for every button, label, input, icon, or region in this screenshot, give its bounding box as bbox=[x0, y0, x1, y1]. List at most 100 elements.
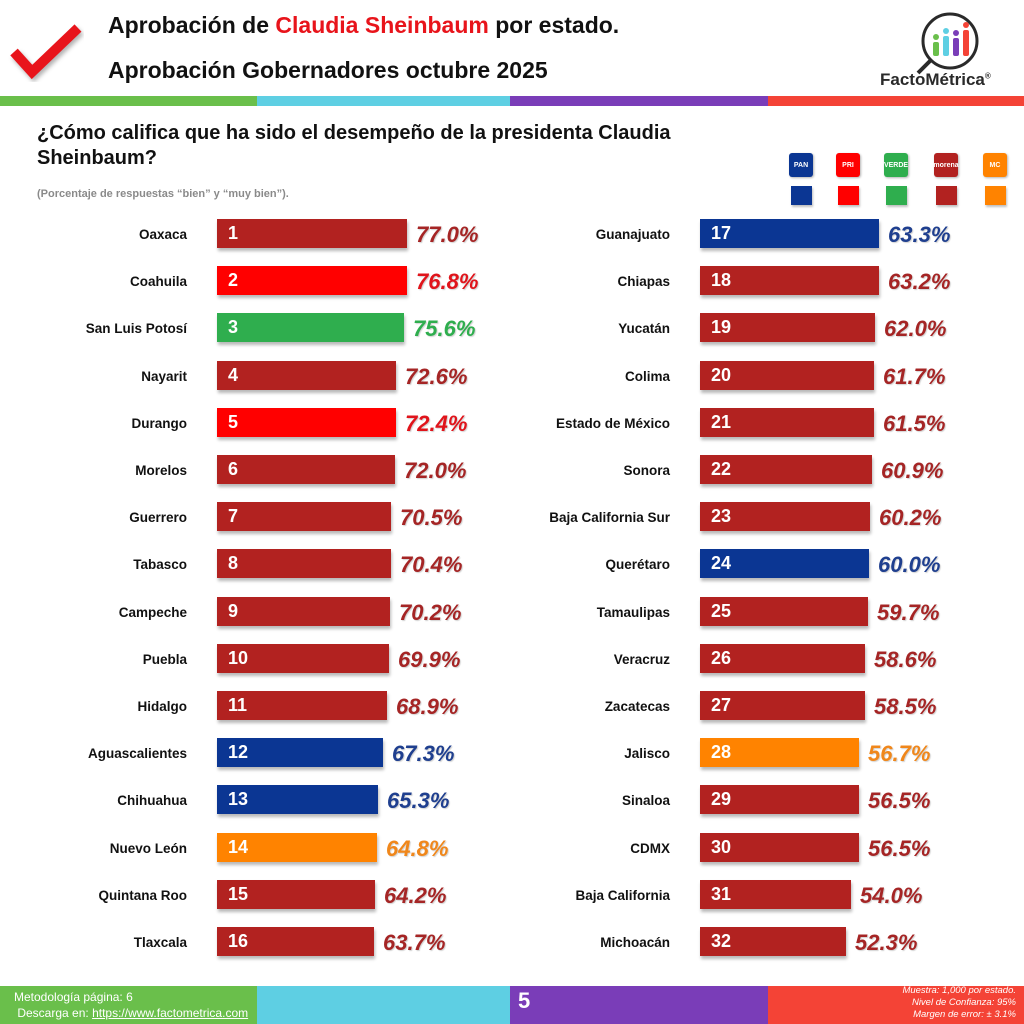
bar: 8 bbox=[217, 549, 391, 578]
rank-label: 32 bbox=[711, 931, 732, 951]
bar-row: Coahuila 2 76.8% bbox=[0, 266, 1024, 297]
value-label: 75.6% bbox=[413, 316, 476, 341]
bar-row: Baja California 31 54.0% bbox=[0, 880, 1024, 911]
bar-row: Nuevo León 14 64.8% bbox=[0, 833, 1024, 864]
download-prefix: Descarga en: bbox=[17, 1006, 93, 1020]
header-stripe-segment-2 bbox=[257, 96, 510, 106]
value-label: 76.8% bbox=[416, 269, 479, 294]
state-label: Chihuahua bbox=[117, 793, 187, 808]
value-label: 70.4% bbox=[400, 552, 463, 577]
registered-mark: ® bbox=[984, 71, 991, 81]
title-suffix: por estado. bbox=[488, 12, 620, 38]
bar: 11 bbox=[217, 691, 387, 720]
bar-row: Guerrero 7 70.5% bbox=[0, 502, 1024, 533]
bar-row: San Luis Potosí 3 75.6% bbox=[0, 313, 1024, 344]
state-label: Jalisco bbox=[624, 746, 670, 761]
value-label: 60.9% bbox=[881, 458, 944, 483]
state-label: Zacatecas bbox=[604, 699, 670, 714]
legend-swatch-morena bbox=[936, 186, 957, 205]
bar: 29 bbox=[700, 785, 859, 814]
footer-stripe-segment-1 bbox=[0, 986, 257, 1024]
survey-question: ¿Cómo califica que ha sido el desempeño … bbox=[37, 122, 671, 169]
state-label: Oaxaca bbox=[138, 227, 187, 242]
page-number: 5 bbox=[518, 988, 531, 1013]
rank-label: 4 bbox=[228, 365, 239, 385]
rank-label: 8 bbox=[228, 553, 239, 573]
bar-row: Nayarit 4 72.6% bbox=[0, 361, 1024, 392]
logo-wordmark: FactoMétrica bbox=[880, 70, 985, 89]
party-logo-pri-icon: PRI bbox=[836, 153, 860, 177]
bar-row: CDMX 30 56.5% bbox=[0, 833, 1024, 864]
party-logo-movimiento-ciudadano-icon: MC bbox=[983, 153, 1007, 177]
bar: 17 bbox=[700, 219, 879, 248]
value-label: 63.3% bbox=[888, 222, 951, 247]
value-label: 63.2% bbox=[888, 269, 951, 294]
value-label: 58.6% bbox=[874, 647, 937, 672]
state-label: Querétaro bbox=[605, 557, 670, 572]
bar: 5 bbox=[217, 408, 396, 437]
bar: 24 bbox=[700, 549, 869, 578]
rank-label: 5 bbox=[228, 412, 239, 432]
bar: 15 bbox=[217, 880, 375, 909]
state-label: Colima bbox=[624, 369, 670, 384]
factometrica-logo-icon bbox=[916, 12, 979, 75]
rank-label: 10 bbox=[228, 648, 249, 668]
rank-label: 18 bbox=[711, 270, 732, 290]
value-label: 60.0% bbox=[878, 552, 941, 577]
value-label: 56.5% bbox=[868, 836, 931, 861]
page-subtitle: Aprobación Gobernadores octubre 2025 bbox=[108, 57, 548, 83]
title-highlight: Claudia Sheinbaum bbox=[275, 12, 489, 38]
question-note: (Porcentaje de respuestas “bien” y “muy … bbox=[37, 188, 289, 200]
bar: 22 bbox=[700, 455, 872, 484]
rank-label: 26 bbox=[711, 648, 732, 668]
bar-row: Tamaulipas 25 59.7% bbox=[0, 597, 1024, 628]
bar: 27 bbox=[700, 691, 865, 720]
state-label: CDMX bbox=[630, 841, 670, 856]
value-label: 68.9% bbox=[396, 694, 459, 719]
state-label: Nuevo León bbox=[109, 841, 187, 856]
header-stripe-segment-4 bbox=[768, 96, 1024, 106]
bar: 7 bbox=[217, 502, 391, 531]
rank-label: 27 bbox=[711, 695, 732, 715]
website-link[interactable]: https://www.factometrica.com bbox=[92, 1006, 249, 1020]
state-label: Guanajuato bbox=[595, 227, 670, 242]
value-label: 67.3% bbox=[392, 741, 455, 766]
rank-label: 24 bbox=[711, 553, 732, 573]
state-label: Quintana Roo bbox=[98, 888, 188, 903]
value-label: 70.5% bbox=[400, 505, 463, 530]
bar-row: Guanajuato 17 63.3% bbox=[0, 219, 1024, 250]
value-label: 61.5% bbox=[883, 411, 946, 436]
bar: 6 bbox=[217, 455, 395, 484]
rank-label: 21 bbox=[711, 412, 732, 432]
state-label: Sinaloa bbox=[621, 793, 670, 808]
legend-swatch-movimiento-ciudadano bbox=[985, 186, 1006, 205]
party-logo-pan-icon: PAN bbox=[789, 153, 813, 177]
bar: 4 bbox=[217, 361, 396, 390]
state-label: Guerrero bbox=[129, 510, 187, 525]
checkmark-icon bbox=[10, 24, 82, 80]
bar-row: Morelos 6 72.0% bbox=[0, 455, 1024, 486]
state-label: Chiapas bbox=[617, 274, 670, 289]
state-label: Michoacán bbox=[600, 935, 670, 950]
bar-row: Hidalgo 11 68.9% bbox=[0, 691, 1024, 722]
state-label: Hidalgo bbox=[137, 699, 188, 714]
rank-label: 3 bbox=[228, 317, 239, 337]
bar: 1 bbox=[217, 219, 407, 248]
state-label: Campeche bbox=[118, 605, 187, 620]
state-label: Aguascalientes bbox=[87, 746, 187, 761]
bar-row: Jalisco 28 56.7% bbox=[0, 738, 1024, 769]
bar-row: Querétaro 24 60.0% bbox=[0, 549, 1024, 580]
rank-label: 6 bbox=[228, 459, 239, 479]
state-label: Baja California bbox=[575, 888, 670, 903]
bar: 28 bbox=[700, 738, 859, 767]
bar: 16 bbox=[217, 927, 374, 956]
value-label: 58.5% bbox=[874, 694, 937, 719]
rank-label: 17 bbox=[711, 223, 732, 243]
bar: 21 bbox=[700, 408, 874, 437]
bar-row: Veracruz 26 58.6% bbox=[0, 644, 1024, 675]
rank-label: 20 bbox=[711, 365, 732, 385]
bar-row: Puebla 10 69.9% bbox=[0, 644, 1024, 675]
value-label: 59.7% bbox=[877, 600, 940, 625]
logo-text: FactoMétrica® bbox=[880, 70, 991, 90]
bar: 9 bbox=[217, 597, 390, 626]
